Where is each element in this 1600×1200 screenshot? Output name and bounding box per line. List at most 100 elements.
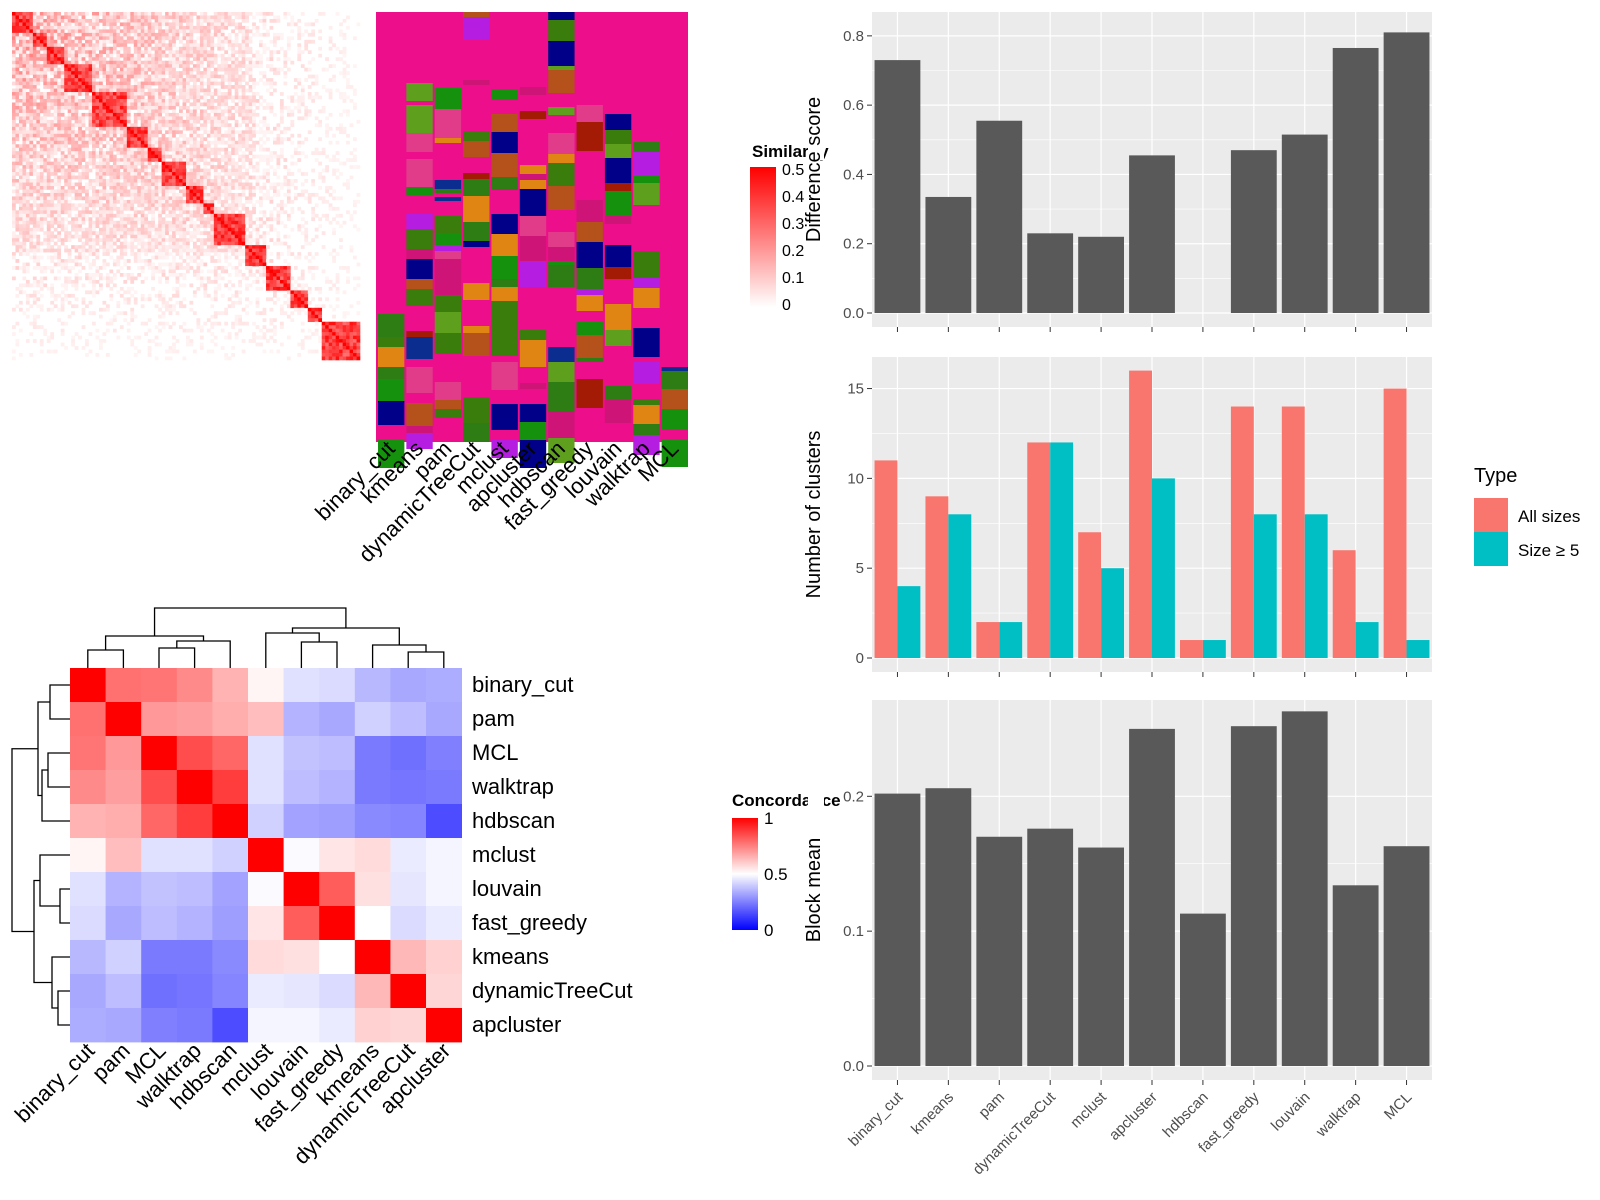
similarity-cell — [283, 210, 288, 215]
similarity-cell — [273, 172, 277, 176]
similarity-cell — [133, 85, 138, 89]
similarity-cell — [57, 210, 62, 215]
similarity-cell — [189, 234, 194, 239]
similarity-cell — [353, 154, 357, 159]
similarity-cell — [85, 206, 89, 211]
similarity-cell — [234, 22, 239, 27]
similarity-cell — [297, 133, 302, 138]
similarity-cell — [172, 78, 176, 82]
similarity-cell — [102, 241, 107, 246]
similarity-cell — [119, 227, 124, 232]
similarity-cell — [252, 126, 256, 131]
similarity-cell — [269, 224, 274, 229]
similarity-cell — [346, 95, 350, 100]
similarity-cell — [231, 140, 236, 145]
similarity-cell — [137, 137, 142, 142]
similarity-cell — [241, 36, 246, 41]
similarity-cell — [123, 189, 128, 194]
similarity-cell — [158, 220, 162, 225]
similarity-cell — [199, 43, 204, 48]
similarity-cell — [12, 175, 16, 180]
similarity-cell — [137, 220, 142, 225]
similarity-cell — [102, 245, 107, 249]
similarity-cell — [210, 231, 215, 236]
similarity-cell — [81, 151, 86, 155]
similarity-cell — [179, 116, 183, 121]
similarity-cell — [307, 50, 312, 55]
similarity-cell — [39, 22, 44, 27]
similarity-cell — [39, 43, 44, 48]
similarity-cell — [241, 15, 246, 20]
similarity-cell — [168, 199, 173, 204]
similarity-cell — [43, 36, 48, 41]
similarity-cell — [304, 179, 309, 183]
similarity-cell — [168, 36, 173, 41]
similarity-cell — [234, 161, 239, 166]
similarity-cell — [189, 85, 194, 89]
similarity-cell — [186, 241, 190, 246]
similarity-cell — [147, 172, 152, 176]
similarity-cell — [186, 151, 190, 155]
similarity-cell — [15, 126, 20, 131]
similarity-cell — [353, 165, 357, 169]
similarity-cell — [321, 199, 326, 204]
similarity-cell — [227, 179, 232, 183]
similarity-cell — [196, 71, 201, 75]
similarity-cell — [119, 137, 124, 142]
similarity-cell — [43, 206, 48, 211]
similarity-cell — [189, 189, 194, 194]
similarity-cell — [175, 137, 180, 142]
similarity-cell — [25, 137, 30, 142]
similarity-cell — [57, 50, 62, 55]
similarity-cell — [210, 206, 215, 211]
similarity-cell — [182, 259, 187, 263]
similarity-cell — [220, 213, 225, 218]
similarity-cell — [234, 203, 239, 208]
similarity-cell — [71, 109, 75, 114]
similarity-cell — [283, 57, 288, 62]
similarity-cell — [245, 32, 249, 37]
similarity-cell — [192, 67, 197, 72]
similarity-cell — [186, 231, 190, 236]
similarity-cell — [32, 78, 37, 82]
similarity-cell — [262, 248, 267, 253]
similarity-cell — [112, 123, 117, 128]
similarity-cell — [123, 119, 128, 124]
similarity-cell — [123, 175, 128, 180]
similarity-cell — [105, 217, 110, 222]
similarity-cell — [172, 220, 176, 225]
similarity-cell — [224, 64, 229, 68]
similarity-cell — [39, 32, 44, 37]
similarity-cell — [144, 130, 149, 135]
similarity-cell — [112, 179, 117, 183]
similarity-cell — [78, 182, 82, 187]
similarity-cell — [81, 102, 86, 107]
similarity-cell — [50, 64, 55, 68]
similarity-cell — [238, 112, 242, 117]
similarity-cell — [321, 85, 326, 89]
similarity-cell — [172, 213, 176, 218]
similarity-cell — [273, 151, 277, 155]
similarity-cell — [283, 105, 288, 110]
similarity-cell — [123, 182, 128, 187]
similarity-cell — [332, 196, 336, 201]
similarity-cell — [238, 95, 242, 100]
similarity-cell — [18, 227, 23, 232]
similarity-cell — [172, 22, 176, 27]
similarity-cell — [304, 189, 309, 194]
similarity-cell — [245, 144, 249, 149]
similarity-cell — [119, 95, 124, 100]
similarity-cell — [22, 99, 27, 103]
similarity-cell — [88, 53, 93, 58]
similarity-cell — [25, 78, 30, 82]
similarity-cell — [36, 119, 41, 124]
similarity-cell — [168, 196, 173, 201]
similarity-cell — [92, 161, 96, 166]
similarity-cell — [22, 102, 27, 107]
similarity-cell — [238, 220, 242, 225]
similarity-cell — [102, 123, 107, 128]
similarity-cell — [64, 64, 68, 68]
similarity-cell — [60, 259, 65, 263]
similarity-cell — [151, 74, 155, 79]
similarity-cell — [99, 12, 103, 16]
